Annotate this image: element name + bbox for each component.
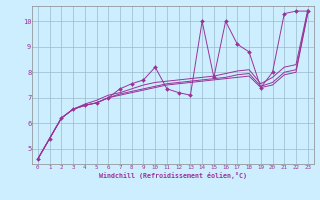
X-axis label: Windchill (Refroidissement éolien,°C): Windchill (Refroidissement éolien,°C) xyxy=(99,172,247,179)
